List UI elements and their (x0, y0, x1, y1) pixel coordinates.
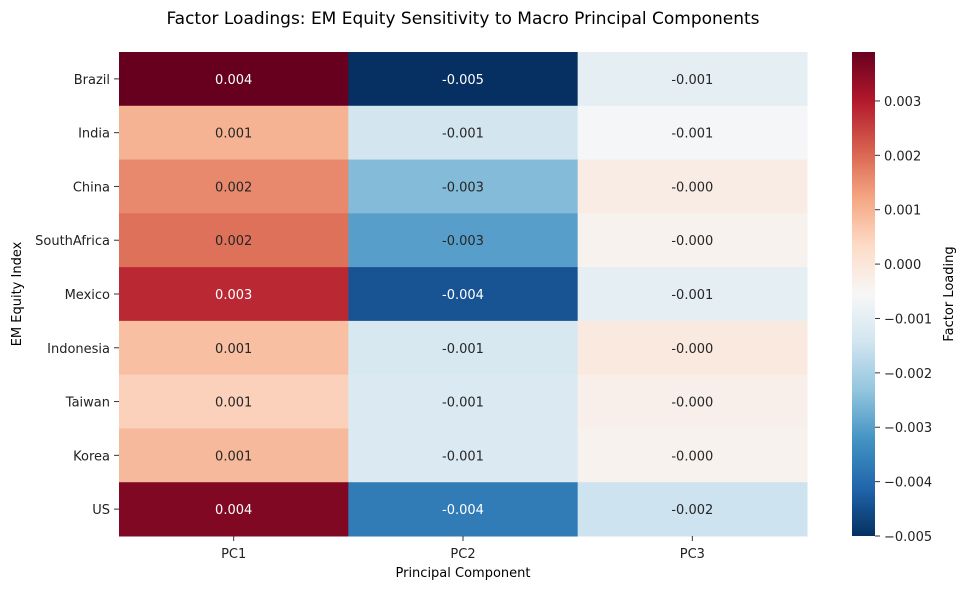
y-tick-label: Brazil (74, 73, 110, 88)
y-tick-label: Indonesia (47, 342, 110, 357)
heatmap-cell (348, 105, 579, 161)
y-tick-label: India (78, 127, 110, 142)
y-tick-labels: Brazil India China SouthAfrica Mexico Indones… (35, 73, 119, 518)
x-tick-label: PC3 (680, 547, 705, 562)
heatmap-cell (348, 320, 579, 376)
heatmap-cell (348, 52, 579, 107)
cell-value-label: 0.001 (215, 342, 252, 357)
heatmap-cell (577, 105, 808, 161)
cell-value-label: 0.001 (215, 449, 252, 464)
colorbar-label: Factor Loading (942, 246, 957, 341)
y-tick-label: Taiwan (65, 396, 110, 411)
x-axis-label: Principal Component (395, 566, 530, 581)
heatmap-cell (348, 267, 579, 322)
heatmap-cell (577, 159, 808, 214)
cell-value-label: -0.001 (442, 342, 484, 357)
x-tick-labels: PC1 PC2 PC3 (221, 536, 705, 562)
cell-value-label: -0.000 (671, 234, 713, 249)
cell-value-label: -0.000 (671, 342, 713, 357)
cell-value-label: -0.005 (442, 73, 484, 88)
heatmap-cell (119, 482, 349, 537)
heatmap-cell (119, 52, 349, 107)
cell-value-label: -0.001 (442, 396, 484, 411)
y-axis-label: EM Equity Index (10, 241, 25, 346)
heatmap-cell (119, 428, 349, 483)
colorbar-tick-label: 0.000 (884, 258, 921, 273)
heatmap-cell (577, 213, 808, 268)
cell-value-label: 0.001 (215, 127, 252, 142)
cell-value-label: -0.004 (442, 503, 484, 518)
colorbar-tick-label: −0.003 (884, 421, 932, 436)
heatmap-cell (119, 159, 349, 214)
cell-value-label: -0.002 (671, 503, 713, 518)
cell-value-label: -0.001 (671, 127, 713, 142)
heatmap-cell (348, 428, 579, 483)
y-tick-label: Mexico (65, 288, 110, 303)
heatmap-cell (119, 105, 349, 161)
cell-value-label: -0.004 (442, 288, 484, 303)
cell-value-label: -0.001 (671, 288, 713, 303)
cell-value-label: 0.003 (215, 288, 252, 303)
colorbar-tick-label: 0.002 (884, 149, 921, 164)
cell-value-label: -0.000 (671, 396, 713, 411)
heatmap-cell (119, 213, 349, 268)
y-tick-label: US (92, 503, 110, 518)
cell-value-label: -0.001 (671, 73, 713, 88)
heatmap-cell (577, 267, 808, 322)
x-tick-label: PC2 (450, 547, 475, 562)
heatmap-cell (348, 213, 579, 268)
heatmap-cell (577, 374, 808, 429)
colorbar-tick-label: −0.002 (884, 367, 932, 382)
heatmap-cell (577, 52, 808, 107)
heatmap-cell (348, 482, 579, 537)
colorbar (852, 52, 875, 536)
heatmap-cell (577, 320, 808, 376)
cell-value-label: 0.002 (215, 234, 252, 249)
colorbar-ticks: −0.005 −0.004 −0.003 −0.002 −0.001 0.000 0.001… (875, 95, 932, 545)
heatmap-cell (348, 374, 579, 429)
y-tick-label: China (73, 180, 110, 195)
chart-title: Factor Loadings: EM Equity Sensitivity t… (166, 9, 759, 29)
colorbar-tick-label: 0.003 (884, 95, 921, 110)
cell-value-label: 0.001 (215, 396, 252, 411)
y-tick-label: SouthAfrica (35, 234, 110, 249)
y-tick-label: Korea (73, 449, 110, 464)
colorbar-tick-label: 0.001 (884, 204, 921, 219)
colorbar-tick-label: −0.004 (884, 476, 932, 491)
x-tick-label: PC1 (221, 547, 246, 562)
cell-value-label: -0.003 (442, 234, 484, 249)
heatmap-cell (577, 482, 808, 537)
cell-value-label: -0.001 (442, 449, 484, 464)
heatmap-cell (119, 374, 349, 429)
colorbar-tick-label: −0.005 (884, 530, 932, 545)
colorbar-tick-label: −0.001 (884, 312, 932, 327)
cell-value-label: -0.001 (442, 127, 484, 142)
cell-value-label: -0.000 (671, 180, 713, 195)
heatmap-cells: 0.004 -0.005 -0.001 0.001 -0.001 -0.001 0.002 -… (119, 52, 808, 537)
heatmap-cell (577, 428, 808, 483)
cell-value-label: 0.004 (215, 73, 252, 88)
cell-value-label: -0.000 (671, 449, 713, 464)
heatmap-cell (348, 159, 579, 214)
cell-value-label: 0.004 (215, 503, 252, 518)
heatmap-cell (119, 267, 349, 322)
heatmap-cell (119, 320, 349, 376)
cell-value-label: -0.003 (442, 180, 484, 195)
cell-value-label: 0.002 (215, 180, 252, 195)
